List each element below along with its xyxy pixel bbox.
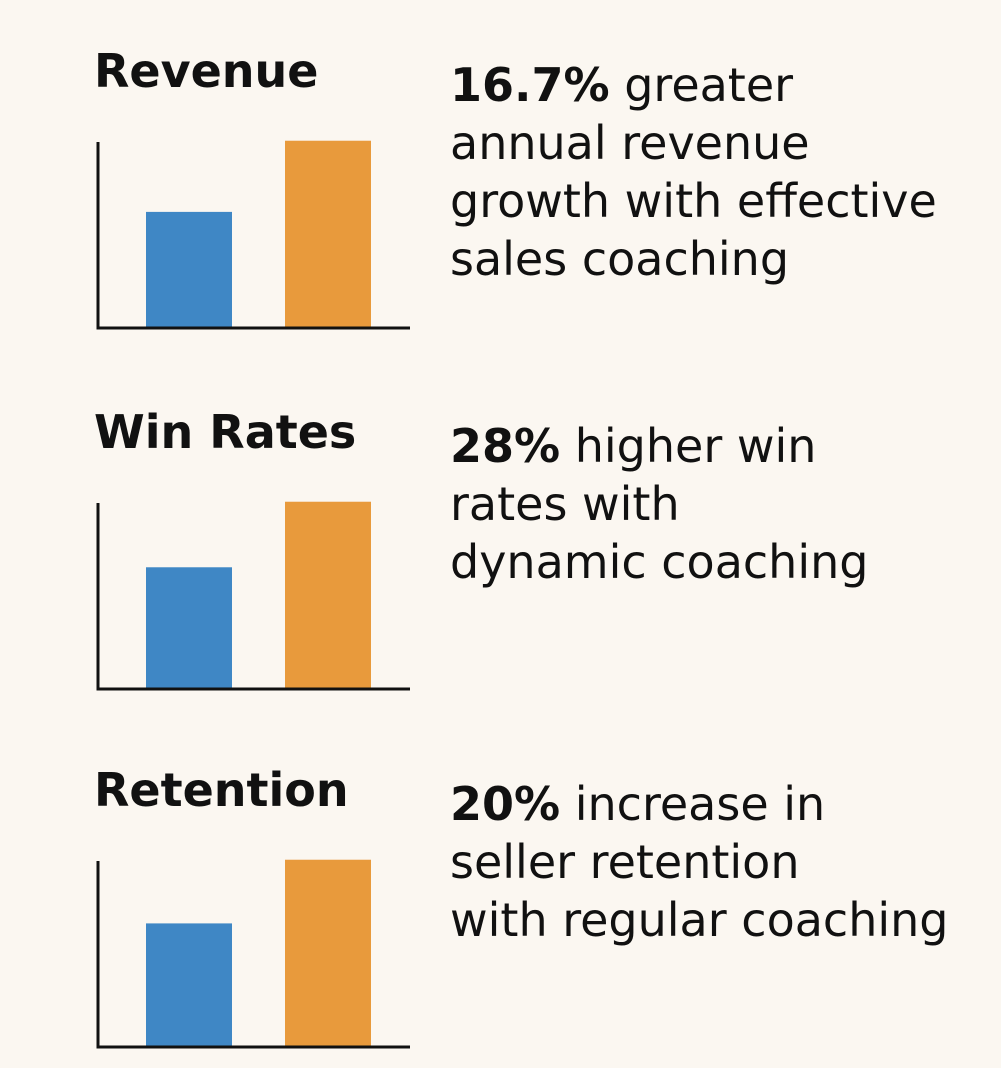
- win-rates-bar-chart: [96, 501, 410, 691]
- retention-stat-text: 20% increase in seller retention with re…: [450, 775, 990, 949]
- revenue-bar-orange: [285, 140, 371, 328]
- revenue-title: Revenue: [94, 44, 319, 98]
- revenue-stat-line-4: sales coaching: [450, 232, 790, 286]
- revenue-stat-line-1-text: greater: [609, 58, 794, 112]
- retention-bar-orange: [285, 859, 371, 1047]
- retention-stat-line-1-text: increase in: [560, 777, 826, 831]
- win-rates-stat-line-1: 28% higher win: [450, 417, 990, 475]
- win-rates-bar-orange: [285, 501, 371, 689]
- retention-stat-line-2: seller retention: [450, 835, 800, 889]
- retention-stat-line-1: 20% increase in: [450, 775, 990, 833]
- revenue-stat-text: 16.7% greater annual revenue growth with…: [450, 56, 990, 288]
- win-rates-stat-value: 28%: [450, 419, 561, 473]
- retention-title: Retention: [94, 763, 349, 817]
- win-rates-stat-line-3: dynamic coaching: [450, 535, 869, 589]
- revenue-bar-chart: [96, 140, 410, 330]
- retention-bar-blue: [146, 923, 232, 1047]
- retention-stat-value: 20%: [450, 777, 561, 831]
- retention-bar-chart: [96, 859, 410, 1049]
- revenue-stat-value: 16.7%: [450, 58, 610, 112]
- retention-section: Retention 20% increase in seller retenti…: [0, 719, 1001, 1059]
- win-rates-stat-text: 28% higher win rates with dynamic coachi…: [450, 417, 990, 591]
- revenue-stat-line-2: annual revenue: [450, 116, 810, 170]
- win-rates-section: Win Rates 28% higher win rates with dyna…: [0, 361, 1001, 701]
- win-rates-bar-blue: [146, 567, 232, 689]
- win-rates-stat-line-1-text: higher win: [560, 419, 817, 473]
- revenue-bar-blue: [146, 211, 232, 328]
- revenue-section: Revenue 16.7% greater annual revenue gro…: [0, 0, 1001, 340]
- retention-stat-line-3: with regular coaching: [450, 893, 949, 947]
- revenue-stat-line-1: 16.7% greater: [450, 56, 990, 114]
- win-rates-title: Win Rates: [94, 405, 357, 459]
- revenue-stat-line-3: growth with effective: [450, 174, 937, 228]
- win-rates-stat-line-2: rates with: [450, 477, 680, 531]
